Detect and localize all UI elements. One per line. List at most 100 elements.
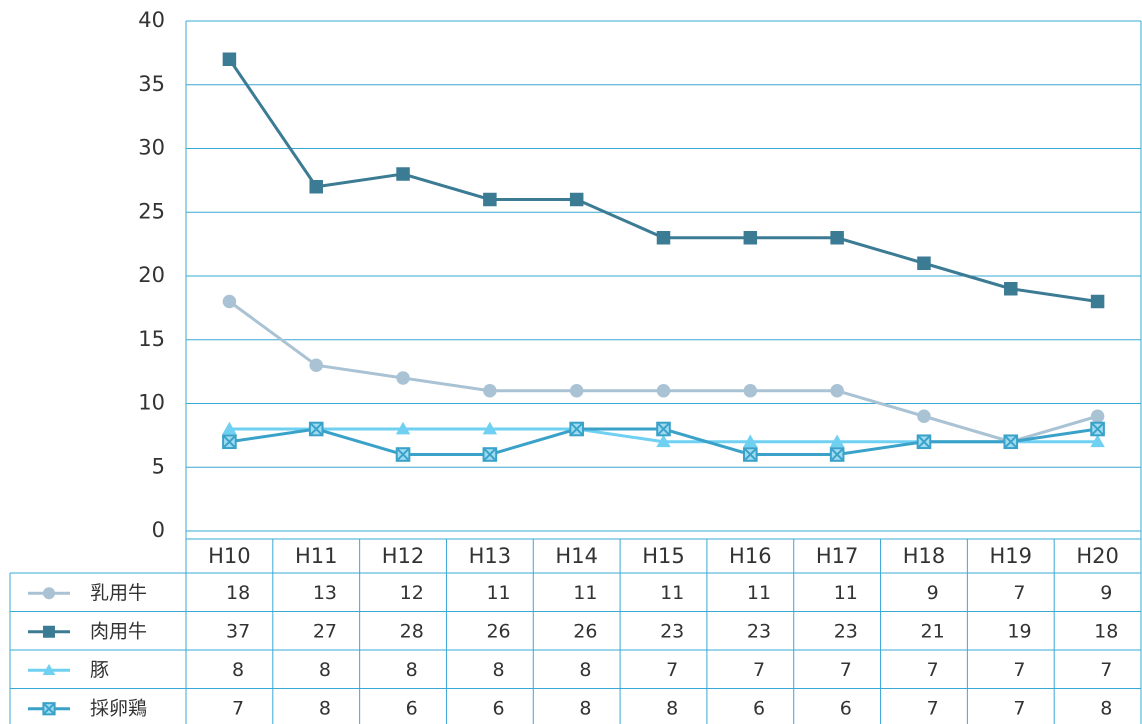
- table-value: 9: [1100, 582, 1112, 604]
- marker: [656, 231, 671, 245]
- table-value: 11: [486, 582, 510, 604]
- x-tick-label: H18: [903, 544, 946, 568]
- marker-shape: [743, 434, 758, 448]
- table-value: 6: [840, 697, 852, 719]
- y-tick-label: 25: [138, 199, 165, 223]
- table-value: 8: [579, 697, 591, 719]
- table-value: 8: [1100, 697, 1112, 719]
- marker-shape: [482, 447, 497, 462]
- marker-shape: [829, 434, 845, 448]
- marker-shape: [222, 294, 237, 309]
- legend-label: 乳用牛: [90, 582, 147, 604]
- marker-shape: [43, 625, 55, 638]
- marker-shape: [309, 358, 323, 372]
- marker: [569, 384, 584, 398]
- marker-shape: [309, 421, 324, 437]
- marker: [917, 256, 931, 270]
- x-tick-label: H14: [555, 544, 598, 568]
- marker: [483, 192, 497, 207]
- table-value: 7: [927, 697, 939, 719]
- marker: [395, 447, 411, 462]
- marker-shape: [917, 409, 931, 423]
- marker-shape: [483, 384, 497, 398]
- table-value: 13: [313, 582, 337, 604]
- table-value: 6: [406, 697, 418, 719]
- x-tick-label: H13: [469, 544, 512, 568]
- marker-shape: [830, 447, 845, 462]
- marker: [222, 294, 237, 309]
- marker: [222, 52, 237, 66]
- marker-shape: [483, 192, 497, 207]
- legend-label: 豚: [90, 659, 109, 681]
- legend-label: 肉用牛: [90, 620, 147, 642]
- marker: [1090, 294, 1105, 309]
- marker-shape: [656, 421, 671, 437]
- y-tick-label: 5: [152, 454, 165, 478]
- table-value: 7: [1013, 659, 1025, 681]
- table-value: 8: [579, 659, 591, 681]
- marker: [743, 434, 758, 448]
- marker-shape: [396, 371, 410, 385]
- marker-shape: [1004, 282, 1018, 296]
- table-value: 11: [834, 582, 858, 604]
- marker: [569, 192, 584, 207]
- x-tick-label: H16: [729, 544, 772, 568]
- y-tick-label: 10: [138, 391, 165, 415]
- marker: [830, 384, 844, 398]
- table-value: 7: [1013, 582, 1025, 604]
- marker: [43, 625, 55, 638]
- table-value: 11: [747, 582, 771, 604]
- table-value: 6: [753, 697, 765, 719]
- marker: [656, 384, 671, 398]
- table-value: 23: [834, 620, 858, 642]
- table-value: 23: [747, 620, 771, 642]
- marker-shape: [830, 231, 844, 245]
- table-value: 11: [573, 582, 597, 604]
- marker: [829, 434, 845, 448]
- series-line: [228, 300, 1099, 444]
- table-value: 27: [313, 620, 337, 642]
- marker: [569, 421, 584, 437]
- marker: [1004, 282, 1018, 296]
- marker: [396, 167, 410, 181]
- table-value: 12: [400, 582, 424, 604]
- marker-shape: [43, 587, 55, 600]
- marker-shape: [569, 192, 584, 207]
- table-value: 19: [1007, 620, 1031, 642]
- marker: [656, 421, 671, 437]
- table-value: 7: [927, 659, 939, 681]
- table-value: 8: [406, 659, 418, 681]
- y-tick-label: 40: [138, 8, 165, 32]
- table-value: 18: [1094, 620, 1118, 642]
- marker: [222, 434, 237, 450]
- marker-shape: [830, 384, 844, 398]
- x-tick-label: H20: [1076, 544, 1119, 568]
- marker-shape: [396, 167, 410, 181]
- marker: [1090, 434, 1105, 448]
- table-value: 21: [921, 620, 945, 642]
- marker: [916, 434, 932, 450]
- marker: [743, 447, 758, 462]
- marker-shape: [396, 447, 411, 462]
- table-value: 8: [319, 697, 331, 719]
- y-tick-label: 30: [138, 136, 165, 160]
- table-value: 23: [660, 620, 684, 642]
- marker: [743, 384, 758, 398]
- marker: [483, 384, 497, 398]
- marker-shape: [743, 384, 758, 398]
- marker-shape: [1090, 294, 1105, 309]
- table-value: 7: [232, 697, 244, 719]
- marker: [482, 447, 498, 462]
- table-value: 8: [232, 659, 244, 681]
- table-value: 26: [486, 620, 510, 642]
- marker-shape: [917, 256, 931, 270]
- table-value: 7: [753, 659, 765, 681]
- marker-shape: [222, 434, 237, 449]
- table-value: 18: [226, 582, 250, 604]
- table-value: 28: [400, 620, 424, 642]
- table-value: 7: [666, 659, 678, 681]
- marker: [829, 447, 845, 462]
- marker-shape: [569, 384, 584, 398]
- marker: [396, 371, 410, 385]
